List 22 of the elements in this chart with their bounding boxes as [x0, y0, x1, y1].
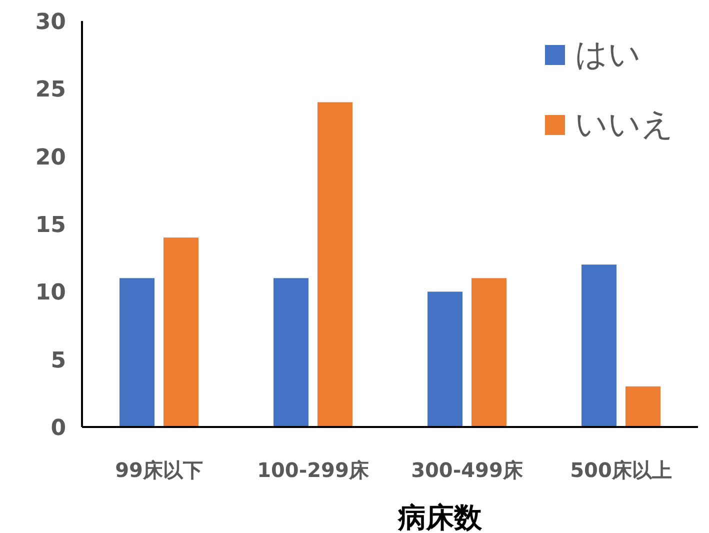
y-tick-label: 0: [50, 416, 66, 441]
y-tick-label: 15: [35, 213, 66, 238]
bar: [318, 102, 352, 427]
legend-label: いいえ: [575, 105, 674, 143]
bar: [164, 238, 198, 427]
bar: [472, 278, 506, 427]
y-tick-label: 25: [35, 78, 66, 103]
x-axis-title: 病床数: [397, 501, 483, 533]
bar: [428, 292, 462, 427]
x-tick-label: 99床以下: [115, 458, 203, 482]
bar: [626, 386, 660, 427]
bar: [582, 264, 616, 427]
x-tick-label: 100-299床: [257, 458, 370, 482]
y-tick-label: 20: [35, 145, 66, 170]
x-tick-label: 300-499床: [411, 458, 524, 482]
bar: [120, 278, 154, 427]
y-tick-label: 10: [35, 280, 66, 306]
y-tick-label: 30: [35, 10, 66, 35]
bar: [274, 278, 308, 427]
legend-label: はい: [575, 35, 641, 73]
y-tick-label: 5: [50, 348, 66, 374]
x-tick-label: 500床以上: [570, 458, 672, 482]
